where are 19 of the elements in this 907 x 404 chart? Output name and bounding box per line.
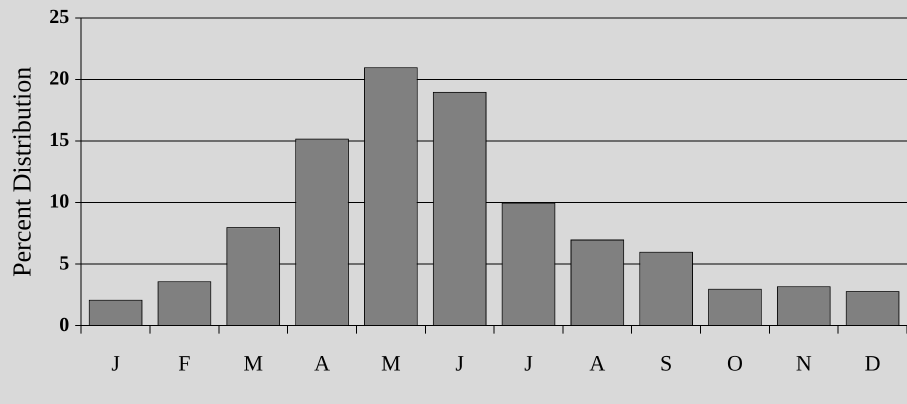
x-tick-label: J [111, 350, 120, 376]
y-tick-label: 0 [59, 314, 70, 336]
x-tick-label: S [660, 350, 672, 376]
x-tick-label: M [381, 350, 401, 376]
x-tick-label: F [178, 350, 191, 376]
x-tick-label: O [727, 350, 743, 376]
y-axis-title: Percent Distribution [7, 66, 36, 277]
x-tick-label: A [589, 350, 606, 376]
y-tick-label: 5 [59, 252, 70, 274]
x-tick-label: J [455, 350, 464, 376]
x-tick-label: D [864, 350, 881, 376]
y-tick-label: 20 [49, 68, 70, 90]
x-tick-label: J [524, 350, 534, 376]
x-tick-label: M [243, 350, 264, 376]
x-tick-label: A [314, 350, 330, 376]
y-tick-label: 25 [49, 6, 70, 28]
x-tick-label: N [796, 350, 812, 376]
y-tick-label: 10 [49, 190, 70, 213]
y-tick-label: 15 [49, 129, 70, 152]
